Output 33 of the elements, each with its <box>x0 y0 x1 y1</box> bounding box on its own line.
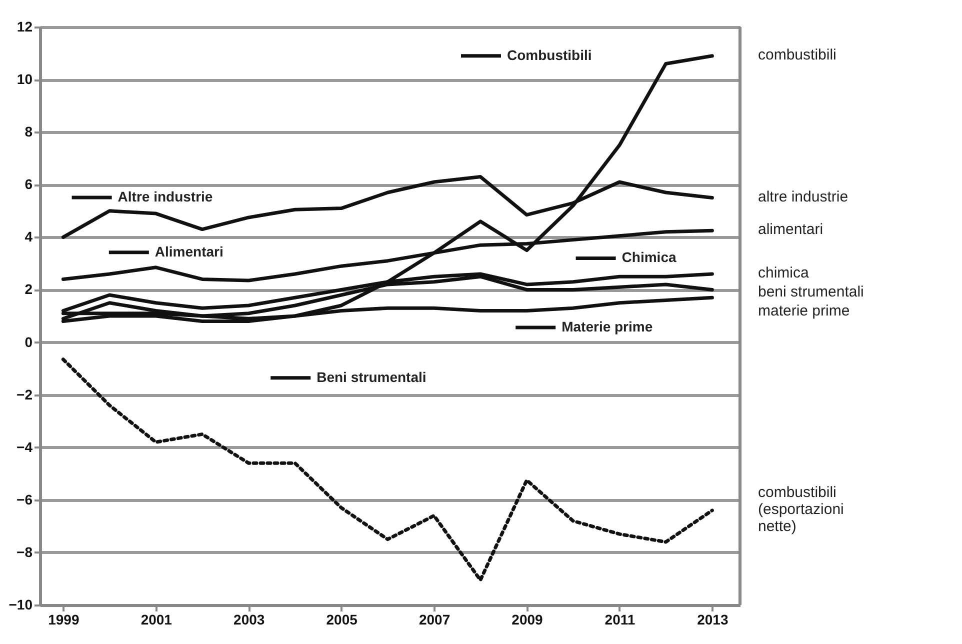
y-tick-label: 12 <box>16 18 33 34</box>
x-tick-label: 2003 <box>234 612 265 628</box>
text: alimentari <box>758 221 824 238</box>
x-tick-label: 2013 <box>697 612 728 628</box>
text: materie prime <box>758 302 850 320</box>
annotation: Altre industrie <box>118 188 213 205</box>
annotation: Beni strumentali <box>316 368 426 385</box>
y-tick-label: 8 <box>24 124 33 140</box>
text: altre industrie <box>758 188 848 206</box>
y-tick-label: 10 <box>16 71 33 88</box>
text: combustibili <box>758 46 836 64</box>
annotation: Materie prime <box>562 318 653 335</box>
y-tick-label: −4 <box>16 438 33 455</box>
y-tick-label: 0 <box>24 334 33 350</box>
annotation: Combustibili <box>507 46 592 63</box>
y-tick-label: −2 <box>16 386 33 402</box>
text: beni strumentali <box>758 283 864 300</box>
x-tick-label: 2001 <box>140 612 172 628</box>
y-tick-label: 2 <box>24 281 33 298</box>
y-tick-label: 6 <box>24 176 33 192</box>
x-tick-label: 1999 <box>48 612 80 628</box>
x-tick-label: 2011 <box>604 612 636 628</box>
text: chimica <box>758 264 810 282</box>
y-tick-label: −6 <box>16 491 33 508</box>
y-tick-label: −8 <box>16 544 33 560</box>
annotation: Alimentari <box>154 243 224 260</box>
y-tick-label: 4 <box>24 228 33 245</box>
annotation: Chimica <box>622 249 676 266</box>
x-tick-label: 2009 <box>512 612 544 628</box>
x-tick-label: 2007 <box>418 612 450 628</box>
x-tick-label: 2005 <box>326 612 358 628</box>
text: combustibili (esportazioni nette) <box>758 484 844 535</box>
y-tick-label: −10 <box>8 596 33 612</box>
